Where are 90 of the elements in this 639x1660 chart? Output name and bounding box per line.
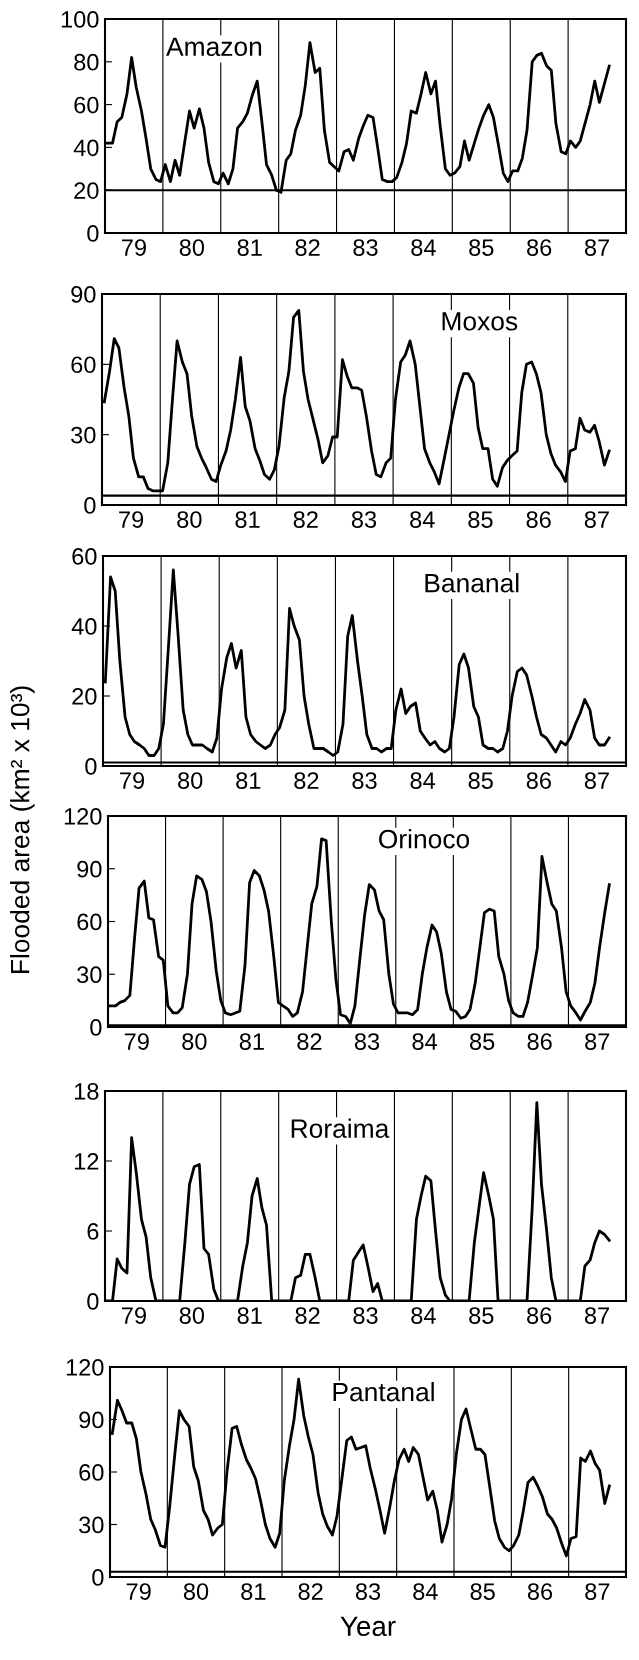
y-tick-label: 30 (79, 1516, 104, 1534)
x-tick-label: 82 (293, 511, 318, 528)
y-tick-label: 80 (74, 53, 99, 71)
x-tick-label: 84 (410, 772, 436, 789)
x-tick-label: 81 (236, 772, 261, 789)
y-tick-label: 6 (87, 1223, 99, 1240)
x-tick-label: 79 (122, 1307, 146, 1324)
x-tick-label: 84 (411, 239, 436, 256)
x-tick-label: 87 (584, 772, 609, 789)
y-tick-label: 0 (92, 1569, 104, 1586)
x-tick-label: 79 (120, 772, 145, 789)
x-tick-label: 85 (470, 1583, 495, 1600)
chart-title: Orinoco (379, 829, 470, 849)
y-tick-label: 90 (77, 860, 102, 878)
y-tick-label: 0 (90, 1019, 102, 1036)
x-tick-label: 85 (469, 239, 494, 256)
x-tick-label: 80 (179, 1307, 205, 1324)
x-tick-label: 86 (527, 1307, 552, 1324)
x-tick-label: 80 (178, 772, 203, 789)
y-tick-label: 60 (79, 1464, 104, 1481)
y-tick-label: 0 (84, 497, 96, 514)
x-tick-label: 86 (526, 511, 551, 528)
chart-title: Pantanal (333, 1382, 434, 1402)
y-tick-label: 18 (74, 1083, 99, 1100)
x-tick-label: 84 (412, 1033, 437, 1050)
x-tick-label: 84 (411, 1307, 436, 1324)
x-tick-label: 81 (237, 1307, 262, 1324)
x-tick-label: 84 (413, 1583, 438, 1600)
y-tick-label: 60 (77, 913, 102, 931)
text: Moxos (442, 312, 518, 331)
x-tick-label: 83 (353, 1307, 378, 1324)
x-tick-label: 87 (585, 1583, 610, 1600)
y-tick-label: 120 (66, 1359, 104, 1376)
x-tick-label: 82 (295, 1307, 320, 1324)
x-tick-label: 82 (297, 1033, 322, 1050)
x-tick-label: 85 (470, 1033, 495, 1050)
x-tick-label: 85 (469, 1307, 494, 1324)
x-tick-label: 80 (177, 511, 202, 528)
y-tick-label: 40 (73, 139, 99, 157)
x-tick-label: 79 (124, 1033, 149, 1050)
x-tick-label: 87 (584, 1307, 609, 1324)
y-tick-label: 0 (87, 225, 99, 242)
y-axis-title: Flooded area (km² x 10³) (10, 686, 35, 974)
y-tick-label: 30 (77, 966, 102, 984)
y-tick-label: 100 (61, 11, 99, 28)
x-tick-label: 82 (294, 772, 319, 789)
x-tick-label: 82 (295, 239, 320, 256)
x-tick-label: 87 (584, 239, 609, 256)
text: Roraima (291, 1118, 390, 1138)
x-tick-label: 80 (179, 239, 205, 256)
text: Bananal (425, 573, 519, 593)
x-tick-label: 83 (352, 772, 377, 789)
y-tick-label: 0 (87, 1293, 99, 1310)
x-tick-label: 79 (122, 239, 146, 256)
x-tick-label: 86 (527, 1033, 552, 1050)
y-tick-label: 90 (79, 1411, 104, 1429)
y-tick-label: 60 (71, 356, 96, 374)
x-tick-label: 79 (119, 511, 144, 528)
x-tick-label: 87 (584, 511, 609, 528)
y-tick-label: 12 (74, 1153, 99, 1170)
x-tick-label: 83 (353, 239, 378, 256)
x-tick-label: 79 (126, 1583, 151, 1600)
y-tick-label: 20 (74, 182, 99, 199)
x-tick-label: 86 (526, 772, 551, 789)
y-tick-label: 0 (85, 758, 97, 775)
x-tick-label: 85 (468, 511, 493, 528)
x-tick-label: 86 (527, 239, 552, 256)
x-tick-label: 84 (410, 511, 435, 528)
x-tick-label: 83 (355, 1583, 381, 1600)
x-tick-label: 83 (351, 511, 377, 528)
x-tick-label: 80 (183, 1583, 209, 1600)
y-tick-label: 120 (64, 808, 102, 825)
x-tick-label: 87 (585, 1033, 610, 1050)
x-tick-label: 81 (239, 1033, 264, 1050)
y-tick-label: 40 (71, 618, 97, 635)
x-tick-label: 81 (241, 1583, 266, 1600)
x-tick-label: 85 (468, 772, 493, 789)
x-tick-label: 86 (527, 1583, 553, 1600)
x-tick-label: 80 (182, 1033, 207, 1050)
y-tick-label: 20 (72, 688, 97, 705)
text: Amazon (166, 37, 262, 57)
x-tick-label: 83 (354, 1033, 380, 1050)
x-tick-label: 82 (298, 1583, 323, 1600)
x-axis-title: Year (340, 1616, 396, 1637)
y-tick-label: 60 (74, 96, 99, 114)
y-tick-label: 60 (72, 548, 97, 565)
y-tick-label: 30 (71, 426, 96, 444)
y-tick-label: 90 (71, 286, 96, 303)
x-tick-label: 81 (237, 239, 262, 256)
x-tick-label: 81 (235, 511, 260, 528)
